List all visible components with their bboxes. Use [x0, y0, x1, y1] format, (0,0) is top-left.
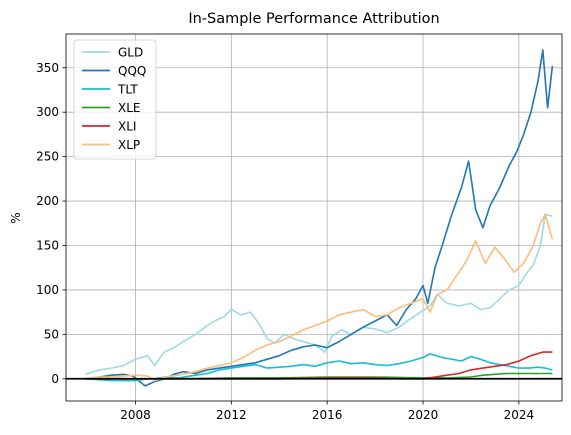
legend-label-xle: XLE: [118, 101, 141, 115]
plot-frame: [65, 33, 563, 402]
series-line-qqq: [85, 49, 554, 387]
x-tick-label: 2024: [504, 408, 535, 422]
y-tick-label: 200: [36, 194, 59, 208]
series-line-xlp: [85, 213, 554, 382]
legend-label-xli: XLI: [118, 120, 136, 134]
y-tick-label: 300: [36, 105, 59, 119]
legend-label-gld: GLD: [118, 46, 143, 60]
x-tick-label: 2012: [216, 408, 247, 422]
grid-layer: [66, 34, 562, 401]
legend-label-qqq: QQQ: [118, 64, 146, 78]
y-tick-label: 0: [51, 372, 59, 386]
y-tick-label: 150: [36, 238, 59, 252]
x-tick-label: 2008: [120, 408, 151, 422]
series-line-gld: [84, 213, 553, 376]
legend: GLD QQQ TLT XLE XLI XLP: [73, 39, 157, 160]
chart-title: In-Sample Performance Attribution: [188, 11, 439, 27]
legend-box: [73, 39, 157, 160]
y-axis-label: %: [9, 212, 23, 223]
x-tick-label: 2016: [312, 408, 343, 422]
legend-label-tlt: TLT: [117, 83, 138, 97]
y-tick-label: 250: [36, 150, 59, 164]
x-tick-label: 2020: [408, 408, 439, 422]
legend-label-xlp: XLP: [118, 138, 140, 152]
tick-layer: 2008 2012 2016 2020 2024 0 50 100 150 200 250 300 35…: [36, 61, 534, 422]
y-tick-label: 100: [36, 283, 59, 297]
y-tick-label: 350: [36, 61, 59, 75]
y-tick-label: 50: [44, 327, 59, 341]
